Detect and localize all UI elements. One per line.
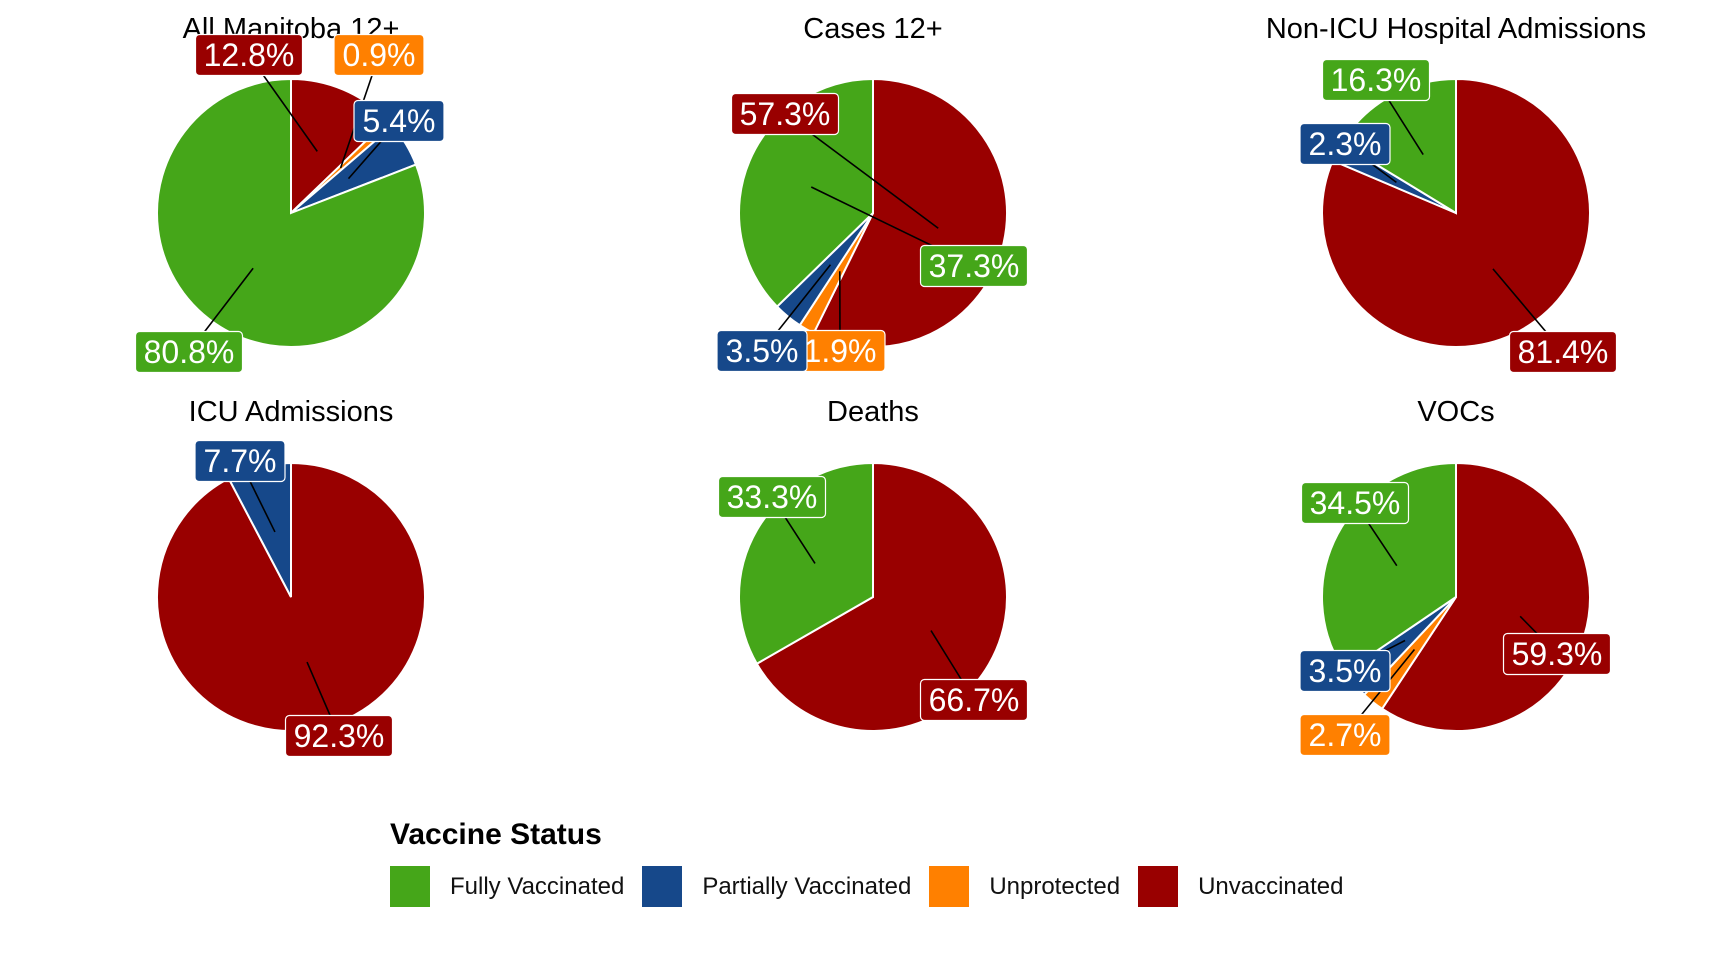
pie-panel-cases-12-: Cases 12+ 57.3% 1.9%3.5% 37.3% — [716, 13, 1029, 373]
slice-label-value: 2.7% — [1309, 717, 1382, 753]
pie-panel-vocs: VOCs 59.3% 2.7% 3.5% 34.5% — [1299, 396, 1612, 757]
slice-label-box — [1299, 713, 1391, 757]
slice-label-value: 2.3% — [1309, 126, 1382, 162]
pie-panel-all-manitoba-12-: All Manitoba 12+12.8% 0.9%5.4%80.8% — [134, 13, 445, 374]
slice-label-partially-vaccinated: 2.3% — [1299, 122, 1391, 166]
legend-label-fully-vaccinated: Fully Vaccinated — [450, 872, 625, 900]
slice-label-unvaccinated: 81.4% — [1508, 330, 1618, 374]
slice-label-box — [919, 244, 1029, 288]
slice-label-value: 0.9% — [343, 37, 416, 73]
legend-label-unvaccinated: Unvaccinated — [1198, 872, 1344, 900]
legend-item-unvaccinated: Unvaccinated — [1138, 866, 1343, 907]
slice-label-value: 37.3% — [929, 248, 1020, 284]
pie-title: Cases 12+ — [803, 13, 942, 45]
slice-label-unvaccinated: 12.8% — [194, 33, 304, 77]
legend-item-partially-vaccinated: Partially Vaccinated — [642, 866, 911, 907]
slice-label-value: 81.4% — [1518, 334, 1609, 370]
slice-label-box — [134, 330, 244, 374]
slice-label-box — [333, 33, 425, 77]
slice-label-unprotected: 2.7% — [1299, 713, 1391, 757]
slice-label-box — [353, 99, 445, 143]
slice-label-partially-vaccinated: 5.4% — [353, 99, 445, 143]
slice-label-fully-vaccinated: 33.3% — [717, 475, 827, 519]
legend-item-fully-vaccinated: Fully Vaccinated — [390, 866, 624, 907]
legend-label-unprotected: Unprotected — [989, 872, 1121, 900]
slice-label-box — [1299, 649, 1391, 693]
slice-label-value: 5.4% — [363, 103, 436, 139]
slice-label-partially-vaccinated: 7.7% — [194, 439, 286, 483]
slice-label-unprotected: 0.9% — [333, 33, 425, 77]
pie-panel-icu-admissions: ICU Admissions 92.3% 7.7% — [156, 396, 426, 758]
slice-label-partially-vaccinated: 3.5% — [1299, 649, 1391, 693]
slice-label-box — [730, 92, 840, 136]
slice-label-box — [716, 329, 808, 373]
pie-slice-unvaccinated — [755, 461, 1008, 732]
slice-label-box — [919, 678, 1029, 722]
legend-items: Fully Vaccinated Partially Vaccinated Un… — [390, 866, 1361, 907]
slice-label-value: 3.5% — [726, 333, 799, 369]
slice-label-value: 1.9% — [804, 333, 877, 369]
slice-label-value: 57.3% — [740, 96, 831, 132]
slice-label-box — [1299, 122, 1391, 166]
slice-label-value: 66.7% — [929, 682, 1020, 718]
slice-label-box — [194, 439, 286, 483]
pie-slice-fully-vaccinated — [738, 77, 874, 308]
slice-label-fully-vaccinated: 34.5% — [1300, 481, 1410, 525]
slice-label-box — [1508, 330, 1618, 374]
slice-label-fully-vaccinated: 16.3% — [1321, 58, 1431, 102]
legend-label-partially-vaccinated: Partially Vaccinated — [702, 872, 912, 900]
legend-swatch-unprotected — [929, 866, 970, 907]
slice-label-box — [194, 33, 304, 77]
slice-label-fully-vaccinated: 37.3% — [919, 244, 1029, 288]
legend-title: Vaccine Status — [390, 818, 602, 851]
slice-label-box — [284, 714, 394, 758]
slice-label-value: 16.3% — [1331, 62, 1422, 98]
slice-label-box — [1321, 58, 1431, 102]
slice-label-unvaccinated: 57.3% — [730, 92, 840, 136]
slice-label-unprotected: 1.9% — [794, 329, 886, 373]
legend-swatch-fully-vaccinated — [390, 866, 430, 907]
pie-panel-deaths: Deaths 66.7% 33.3% — [717, 396, 1029, 732]
legend-swatch-unvaccinated — [1138, 866, 1179, 907]
pie-title: VOCs — [1417, 396, 1494, 428]
slice-label-value: 33.3% — [727, 479, 818, 515]
pie-panel-non-icu-hospital-admissions: Non-ICU Hospital Admissions 81.4% 2.3% 16.3… — [1266, 13, 1646, 374]
legend: Vaccine Status Fully Vaccinated Partiall… — [390, 818, 1361, 907]
slice-label-value: 59.3% — [1512, 636, 1603, 672]
slice-label-partially-vaccinated: 3.5% — [716, 329, 808, 373]
slice-label-box — [1502, 632, 1612, 676]
slice-label-value: 80.8% — [144, 334, 235, 370]
slice-label-unvaccinated: 66.7% — [919, 678, 1029, 722]
pie-slice-fully-vaccinated — [156, 77, 426, 348]
slice-label-fully-vaccinated: 80.8% — [134, 330, 244, 374]
slice-label-unvaccinated: 59.3% — [1502, 632, 1612, 676]
slice-label-box — [717, 475, 827, 519]
legend-swatch-partially-vaccinated — [642, 866, 683, 907]
pie-title: Non-ICU Hospital Admissions — [1266, 13, 1646, 45]
slice-label-unvaccinated: 92.3% — [284, 714, 394, 758]
slice-label-value: 3.5% — [1309, 653, 1382, 689]
pie-title: ICU Admissions — [189, 396, 394, 428]
slice-label-value: 12.8% — [204, 37, 295, 73]
pie-title: Deaths — [827, 396, 919, 428]
slice-label-value: 34.5% — [1310, 485, 1401, 521]
slice-label-value: 7.7% — [204, 443, 277, 479]
slice-label-value: 92.3% — [294, 718, 385, 754]
slice-label-box — [1300, 481, 1410, 525]
legend-item-unprotected: Unprotected — [929, 866, 1120, 907]
